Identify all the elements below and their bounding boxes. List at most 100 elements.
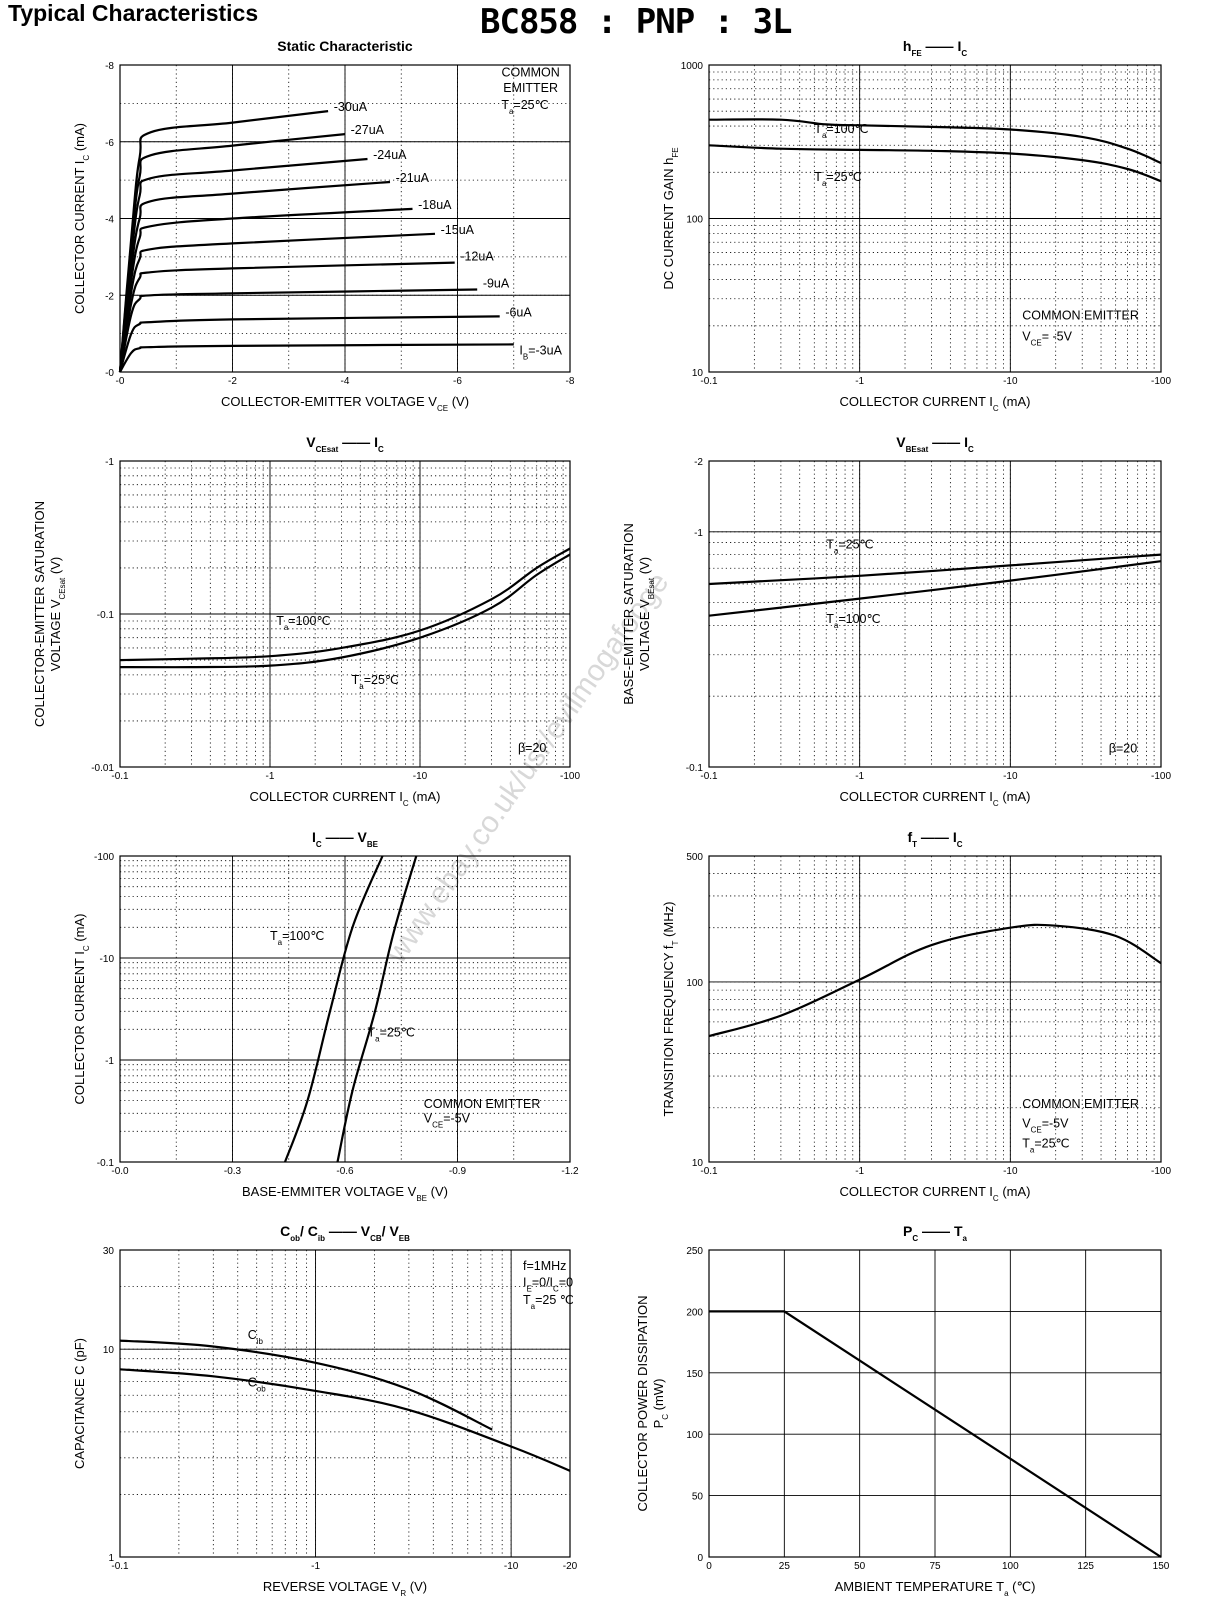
annotation: β=20 — [518, 741, 546, 755]
x-axis-label: COLLECTOR CURRENT IC (mA) — [250, 789, 441, 808]
chart-title: VCEsat —— IC — [306, 434, 384, 454]
chart-title: VBEsat —— IC — [896, 434, 974, 454]
annotation: f=1MHz — [523, 1259, 566, 1273]
x-tick-label: -4 — [341, 376, 350, 387]
x-tick-label: -0.1 — [700, 1166, 718, 1177]
series-line — [708, 553, 1162, 586]
annotation: COMMON EMITTER — [1022, 1097, 1139, 1111]
x-axis-label: COLLECTOR CURRENT IC (mA) — [840, 789, 1031, 808]
x-tick-label: 50 — [854, 1561, 866, 1572]
series-line — [119, 553, 571, 669]
series-line — [118, 180, 391, 373]
part-number-title: BC858 : PNP : 3L — [480, 2, 793, 42]
x-tick-label: -1 — [855, 771, 864, 782]
series-label: Ta=25℃ — [826, 537, 873, 555]
chart-icvbe: -0.0 -0.3 -0.6 -0.9 -1.2 -0.1 -1 -10 -100 BASE-EM… — [72, 829, 579, 1203]
x-tick-label: -100 — [1151, 771, 1171, 782]
plot-frame — [708, 855, 1162, 1163]
series-label: -24uA — [373, 148, 407, 162]
x-tick-label: -10 — [1003, 376, 1018, 387]
series-label: -9uA — [483, 277, 510, 291]
x-tick-label: 100 — [1002, 1561, 1019, 1572]
series-label: -18uA — [418, 198, 452, 212]
annotation: COMMON EMITTER — [424, 1097, 541, 1111]
series-label: Cob — [248, 1376, 266, 1394]
y-axis-label-line2: PC (mW) — [651, 1379, 670, 1429]
x-tick-label: 25 — [779, 1561, 791, 1572]
annotation: EMITTER — [503, 81, 558, 95]
y-tick-label: -0.1 — [97, 610, 115, 621]
y-tick-label: -100 — [94, 852, 114, 863]
annotation: IE=0/IC=0 — [523, 1276, 573, 1294]
y-tick-label: -6 — [105, 138, 114, 149]
x-tick-label: -10 — [413, 771, 428, 782]
y-axis-label: COLLECTOR POWER DISSIPATION — [635, 1296, 650, 1512]
x-tick-label: -2 — [228, 376, 237, 387]
y-tick-label: -1 — [694, 528, 703, 539]
x-tick-label: -0.3 — [224, 1166, 242, 1177]
series-label: -15uA — [441, 223, 475, 237]
series-line — [118, 110, 329, 373]
chart-hfe: -0.1 -1 -10 -100 10 100 1000 COLLECTOR CURRENT … — [661, 38, 1171, 413]
x-axis-label: COLLECTOR CURRENT IC (mA) — [840, 394, 1031, 413]
x-tick-label: 75 — [929, 1561, 941, 1572]
series-label: Ta=100℃ — [276, 614, 330, 632]
y-tick-label: -2 — [105, 291, 114, 302]
y-tick-label: 500 — [686, 852, 703, 863]
x-tick-label: -0.1 — [111, 1561, 129, 1572]
x-tick-label: -100 — [1151, 376, 1171, 387]
y-tick-label: 10 — [103, 1345, 115, 1356]
y-axis-label: COLLECTOR CURRENT IC (mA) — [72, 123, 91, 314]
series-line — [708, 923, 1162, 1038]
series-label: -30uA — [334, 100, 368, 114]
x-tick-label: -0.6 — [336, 1166, 354, 1177]
y-axis-label: CAPACITANCE C (pF) — [72, 1338, 87, 1469]
x-tick-label: -8 — [566, 376, 575, 387]
x-tick-label: -0.1 — [700, 771, 718, 782]
x-tick-label: -0.9 — [449, 1166, 467, 1177]
y-tick-label: -8 — [105, 61, 114, 72]
series-line — [336, 855, 418, 1163]
series-line — [119, 343, 514, 373]
y-tick-label: -0.1 — [97, 1158, 115, 1169]
x-axis-label: AMBIENT TEMPERATURE Ta (℃) — [835, 1579, 1036, 1598]
y-tick-label: 150 — [686, 1369, 703, 1380]
x-tick-label: -0.1 — [700, 376, 718, 387]
series-line — [708, 560, 1162, 617]
annotation: COMMON — [501, 66, 559, 80]
annotation: COMMON EMITTER — [1022, 308, 1139, 322]
annotation: VCE=-5V — [1022, 1117, 1069, 1135]
y-tick-label: 200 — [686, 1307, 703, 1318]
series-line — [119, 1339, 493, 1431]
x-tick-label: -1 — [855, 376, 864, 387]
series-label: Ta=100℃ — [270, 929, 324, 947]
y-tick-label: 100 — [686, 978, 703, 989]
x-tick-label: -10 — [1003, 771, 1018, 782]
x-tick-label: -1 — [311, 1561, 320, 1572]
series-line — [709, 1310, 1162, 1558]
x-tick-label: -10 — [504, 1561, 519, 1572]
chart-title: IC —— VBE — [312, 829, 379, 849]
x-tick-label: -100 — [1151, 1166, 1171, 1177]
chart-pc: 0 25 50 75 100 125 150 0 50 100 150 200 250 AMBIENT T… — [635, 1223, 1170, 1598]
series-label: Ta=100℃ — [814, 122, 868, 140]
chart-title: PC —— Ta — [903, 1223, 967, 1243]
chart-title: fT —— IC — [907, 829, 962, 849]
y-tick-label: 30 — [103, 1246, 115, 1257]
chart-title: Static Characteristic — [277, 38, 413, 54]
y-axis-label: TRANSITION FREQUENCY fT (MHz) — [661, 902, 680, 1117]
x-tick-label: 0 — [706, 1561, 712, 1572]
x-tick-label: -6 — [453, 376, 462, 387]
series-line — [118, 232, 436, 373]
x-axis-label: REVERSE VOLTAGE VR (V) — [263, 1579, 427, 1598]
y-tick-label: -1 — [105, 457, 114, 468]
y-tick-label: -0.1 — [686, 763, 704, 774]
x-tick-label: 150 — [1153, 1561, 1170, 1572]
y-axis-label: COLLECTOR-EMITTER SATURATION — [32, 501, 47, 727]
plot-frame — [119, 1249, 571, 1558]
series-line — [708, 118, 1162, 165]
annotation: VCE= -5V — [1022, 330, 1072, 348]
series-label: -21uA — [396, 171, 430, 185]
